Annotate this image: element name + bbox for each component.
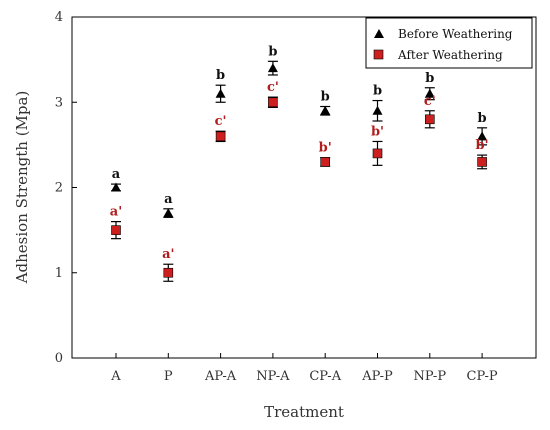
x-tick-label: CP-P <box>467 369 498 384</box>
x-axis-label: Treatment <box>264 403 344 421</box>
data-point-square <box>111 225 121 235</box>
x-tick-label: AP-A <box>204 369 237 384</box>
legend-square-icon <box>373 49 384 60</box>
y-axis-label: Adhesion Strength (Mpa) <box>13 91 31 285</box>
significance-label: b' <box>476 138 489 153</box>
significance-label: b <box>478 111 487 126</box>
data-point-triangle <box>477 131 488 141</box>
data-point-square <box>163 267 174 278</box>
data-point-square <box>424 114 435 125</box>
x-tick-label: P <box>164 369 173 384</box>
legend-box <box>365 17 533 69</box>
significance-label: a' <box>110 205 122 220</box>
legend-label-before: Before Weathering <box>398 27 513 41</box>
significance-label: b <box>373 84 382 99</box>
significance-label: a <box>164 192 173 207</box>
x-tick-label: CP-A <box>309 369 341 384</box>
legend: Before Weathering After Weathering <box>365 17 533 69</box>
x-axis: A P AP-A NP-A CP-A AP-P NP-P CP-P <box>110 353 498 384</box>
y-tick-label: 2 <box>55 181 63 196</box>
significance-label: c' <box>215 114 227 129</box>
significance-label: a <box>112 167 121 182</box>
significance-label: b' <box>319 141 332 156</box>
significance-label: c' <box>424 94 436 109</box>
data-point-triangle <box>163 208 174 218</box>
significance-label: a' <box>162 247 174 262</box>
y-tick-label: 3 <box>55 95 63 110</box>
data-point-square <box>215 131 226 142</box>
y-tick-label: 1 <box>55 266 63 281</box>
data-point-square <box>320 157 331 167</box>
data-point-triangle <box>372 105 383 115</box>
data-point-triangle <box>320 105 331 115</box>
x-tick-label: AP-P <box>361 369 393 384</box>
series-before-weathering: a a b b b b b b <box>111 44 488 218</box>
y-tick-label: 0 <box>55 351 63 366</box>
data-point-triangle <box>267 63 278 73</box>
legend-triangle-icon <box>374 29 384 38</box>
x-tick-label: A <box>110 369 121 384</box>
data-marks: a a b b b b b b a' a' c' c' b' b' c' b' <box>110 44 489 282</box>
data-point-triangle <box>424 88 435 98</box>
series-after-weathering: a' a' c' c' b' b' c' b' <box>110 80 489 282</box>
significance-label: b <box>216 68 225 83</box>
x-tick-label: NP-P <box>414 369 447 384</box>
significance-label: b <box>321 90 330 105</box>
data-point-triangle <box>215 88 226 98</box>
data-point-square <box>268 97 278 108</box>
x-tick-label: NP-A <box>256 369 290 384</box>
data-point-square <box>372 148 383 159</box>
y-tick-label: 4 <box>55 10 63 25</box>
significance-label: b <box>268 44 277 59</box>
y-axis: 0 1 2 3 4 <box>55 10 77 366</box>
significance-label: b' <box>371 124 384 139</box>
data-point-triangle <box>111 182 121 192</box>
data-point-square <box>477 157 487 167</box>
significance-label: b <box>425 71 434 86</box>
significance-label: c' <box>267 80 279 95</box>
legend-label-after: After Weathering <box>397 48 503 62</box>
